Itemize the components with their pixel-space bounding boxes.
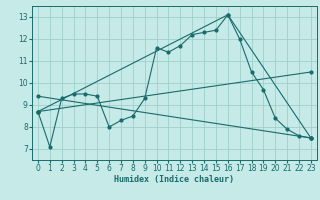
X-axis label: Humidex (Indice chaleur): Humidex (Indice chaleur) bbox=[115, 175, 234, 184]
